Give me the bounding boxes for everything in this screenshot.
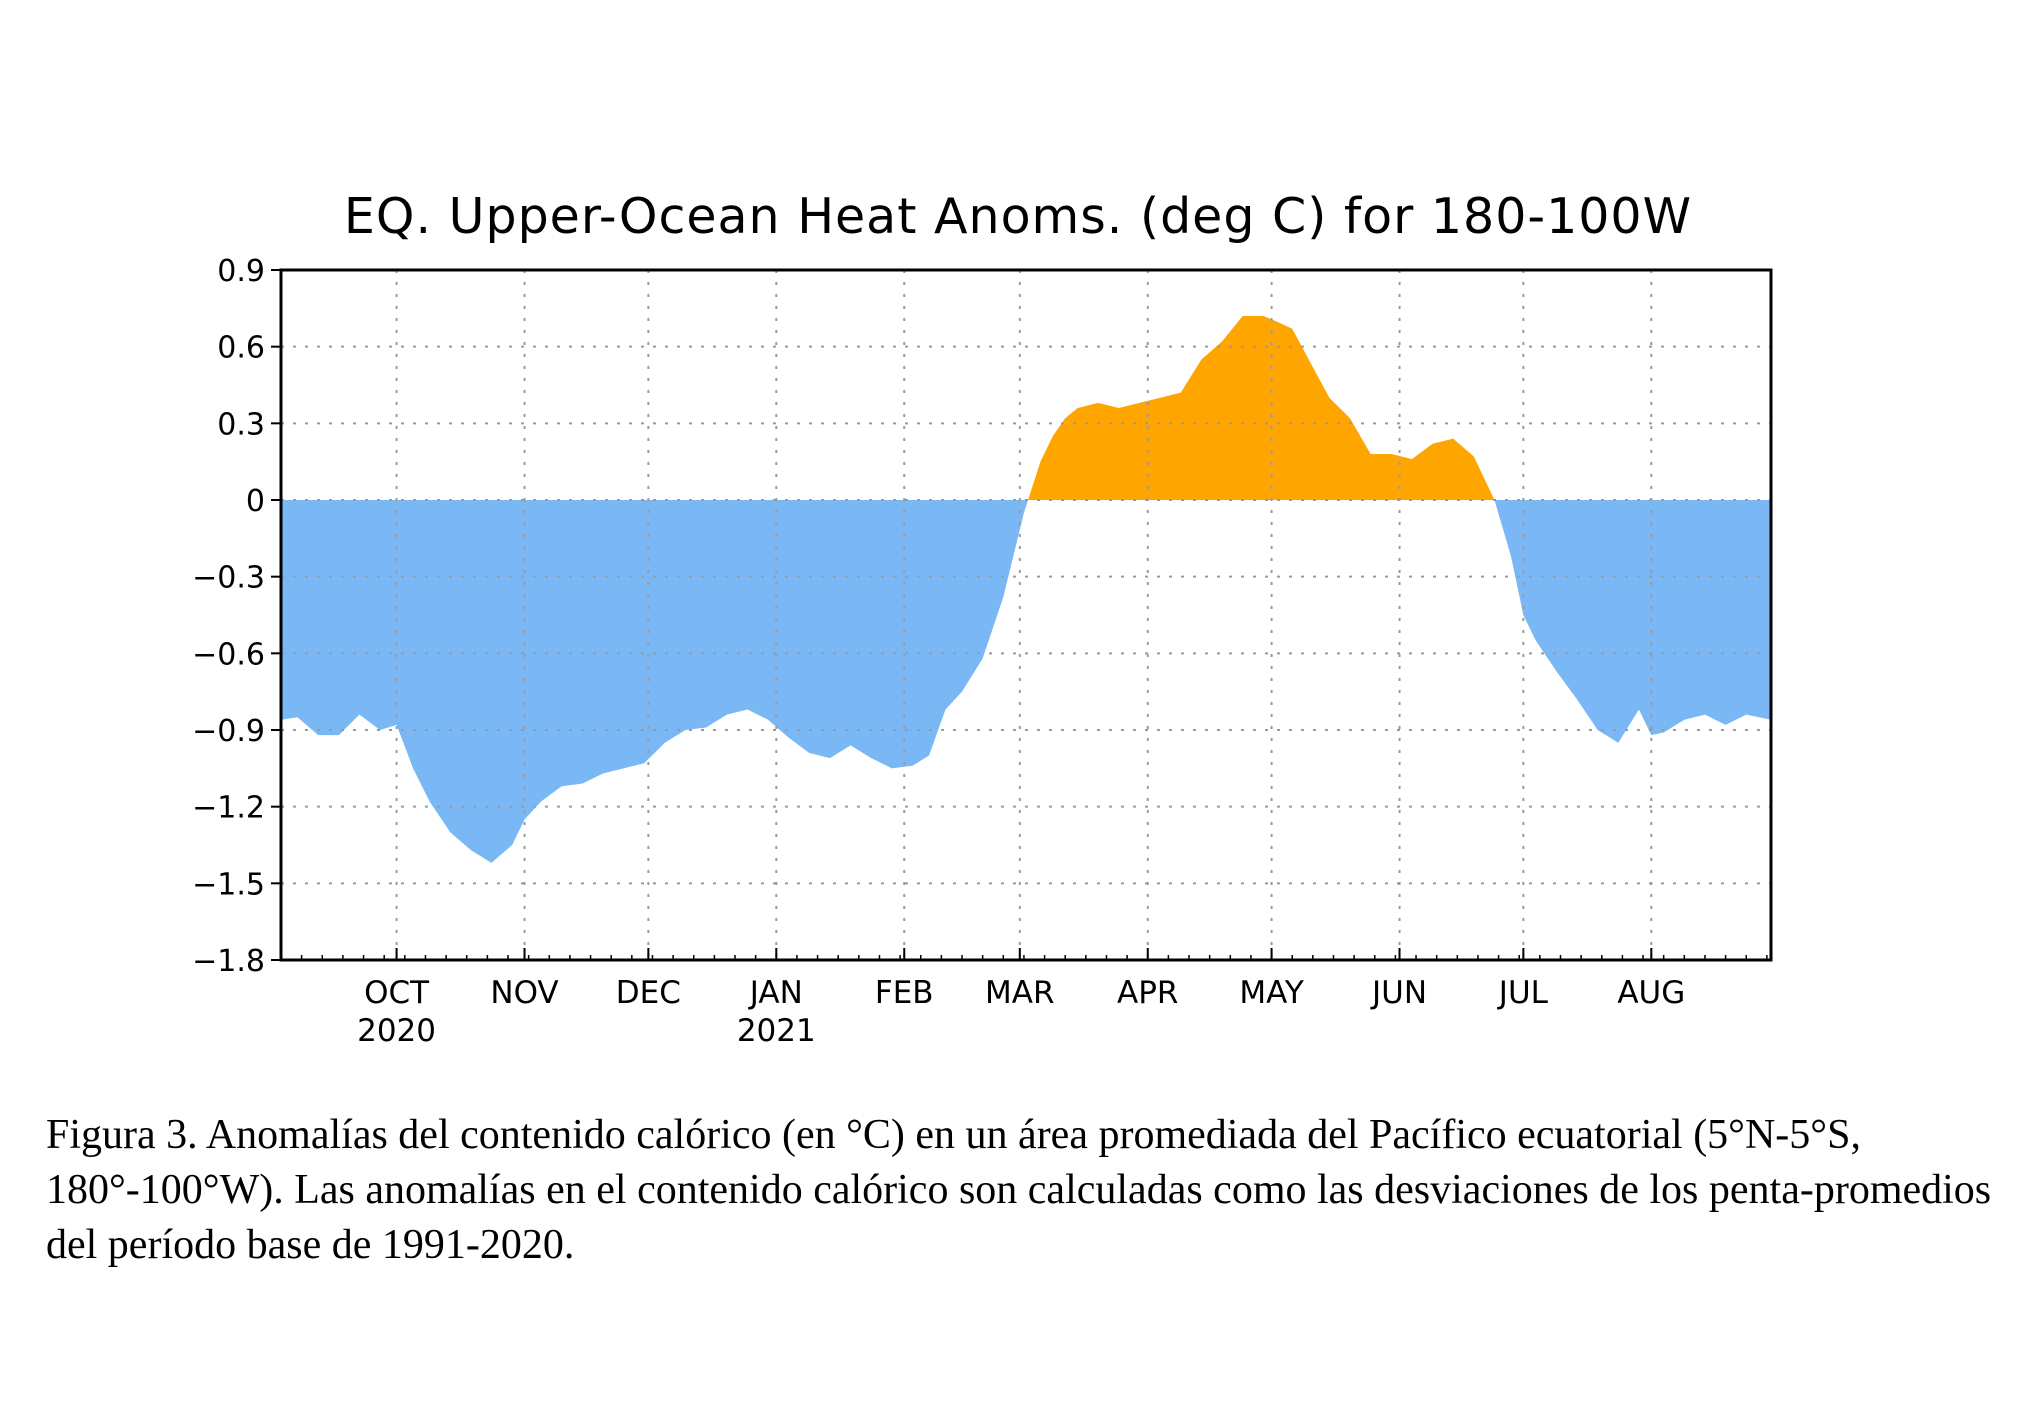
x-tick-label: APR	[1117, 975, 1178, 1011]
x-tick-label: JUN	[1370, 975, 1427, 1011]
grid-lines	[281, 270, 1771, 960]
y-tick-label: −0.3	[192, 561, 265, 596]
y-tick-label: −0.6	[192, 637, 265, 672]
y-tick-label: −1.2	[192, 791, 265, 826]
x-tick-label: JUL	[1497, 975, 1549, 1011]
figure-caption: Figura 3. Anomalías del contenido calóri…	[46, 1112, 1992, 1268]
anomaly-area-layer	[281, 316, 1771, 863]
x-year-label: 2021	[737, 1013, 816, 1049]
y-tick-label: 0	[246, 484, 265, 519]
x-year-label: 2020	[357, 1013, 436, 1049]
x-tick-label: MAR	[985, 975, 1055, 1011]
x-tick-label: AUG	[1617, 975, 1685, 1011]
y-tick-label: −1.8	[192, 944, 265, 979]
x-tick-label: FEB	[875, 975, 934, 1011]
y-tick-label: 0.9	[217, 254, 265, 289]
x-tick-label: DEC	[616, 975, 681, 1011]
chart-title: EQ. Upper-Ocean Heat Anoms. (deg C) for …	[344, 188, 1692, 245]
y-tick-label: −0.9	[192, 714, 265, 749]
y-tick-label: −1.5	[192, 867, 265, 902]
positive-anomaly-area	[1028, 316, 1495, 500]
x-tick-label: OCT	[364, 975, 430, 1011]
y-axis-ticks: 0.9 0.6 0.3 0 −0.3 −0.6 −0.9 −1.2 −1.5 −1.8	[192, 254, 281, 979]
negative-anomaly-area	[281, 500, 1029, 863]
x-tick-label: NOV	[490, 975, 558, 1011]
plot-frame	[279, 268, 1773, 962]
x-tick-label: JAN	[748, 975, 803, 1011]
negative-anomaly-area	[1494, 500, 1771, 743]
x-tick-label: MAY	[1239, 975, 1304, 1011]
y-tick-label: 0.6	[217, 331, 265, 366]
y-tick-label: 0.3	[217, 407, 265, 442]
